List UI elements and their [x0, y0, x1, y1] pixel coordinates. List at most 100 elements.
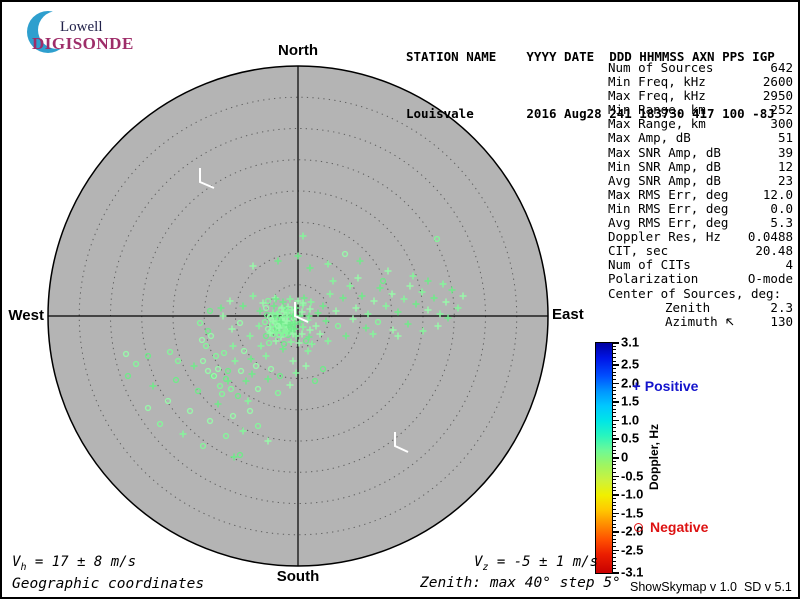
colorbar-major-tick	[613, 572, 619, 574]
source-point-negative	[274, 389, 282, 397]
colorbar-minor-tick	[613, 508, 616, 510]
colorbar-minor-tick	[613, 375, 616, 377]
source-point-negative	[246, 407, 254, 415]
colorbar-minor-tick	[613, 497, 616, 499]
source-point-positive	[370, 297, 378, 305]
source-point-negative	[220, 349, 228, 357]
colorbar-major-tick	[613, 342, 619, 344]
source-point-positive	[294, 297, 302, 305]
source-point-negative	[266, 313, 274, 321]
source-point-positive	[214, 400, 222, 408]
source-point-positive	[306, 264, 314, 272]
source-point-positive	[290, 325, 298, 333]
source-point-positive	[358, 292, 366, 300]
source-point-negative	[210, 372, 218, 380]
colorbar-tick-label: -3.1	[621, 564, 644, 580]
source-point-positive	[388, 290, 396, 298]
source-point-negative	[433, 235, 441, 243]
source-point-positive	[289, 357, 297, 365]
source-point-positive	[259, 299, 267, 307]
source-point-positive	[274, 257, 282, 265]
source-point-positive	[384, 267, 392, 275]
source-point-negative	[374, 318, 382, 326]
source-point-positive	[322, 317, 330, 325]
stat-min-rms: Min RMS Err, deg 0.0	[608, 200, 793, 216]
east-label: East	[552, 306, 584, 323]
source-point-positive	[282, 313, 290, 321]
stat-max-freq: Max Freq, kHz 2950	[608, 88, 793, 104]
azimuth-arrow-icon	[726, 318, 734, 326]
source-point-positive	[299, 232, 307, 240]
colorbar-minor-tick	[613, 445, 616, 447]
source-point-negative	[236, 451, 244, 459]
source-point-positive	[284, 321, 292, 329]
colorbar-minor-tick	[613, 460, 616, 462]
horizontal-velocity-label: Vh = 17 ± 8 m/s	[12, 554, 137, 573]
source-point-positive	[439, 280, 447, 288]
source-point-positive	[332, 307, 340, 315]
source-point-positive	[409, 272, 417, 280]
legend-positive-label: Positive	[644, 378, 699, 394]
source-point-positive	[290, 319, 298, 327]
colorbar-tick-label: 1.0	[621, 412, 640, 428]
source-point-negative	[206, 417, 214, 425]
source-point-positive	[295, 339, 303, 347]
source-point-negative	[265, 339, 273, 347]
colorbar-minor-tick	[613, 534, 616, 536]
source-point-positive	[316, 330, 324, 338]
colorbar-major-tick	[613, 401, 619, 403]
stat-min-freq: Min Freq, kHz 2600	[608, 74, 793, 90]
colorbar-minor-tick	[613, 553, 616, 555]
colorbar-minor-tick	[613, 560, 616, 562]
colorbar-minor-tick	[613, 546, 616, 548]
source-point-positive	[436, 310, 444, 318]
source-point-positive	[279, 345, 287, 353]
source-point-negative	[275, 331, 283, 339]
source-point-negative	[261, 318, 269, 326]
colorbar-minor-tick	[613, 427, 616, 429]
source-point-positive	[289, 330, 297, 338]
source-point-positive	[264, 437, 272, 445]
colorbar-minor-tick	[613, 501, 616, 503]
vertical-velocity-label: Vz = -5 ± 1 m/s	[474, 554, 599, 573]
source-point-positive	[362, 324, 370, 332]
source-point-negative	[302, 337, 310, 345]
source-point-positive	[256, 307, 264, 315]
colorbar-minor-tick	[613, 371, 616, 373]
legend-negative: Negative	[634, 519, 708, 535]
source-points	[122, 232, 467, 461]
colorbar-minor-tick	[613, 412, 616, 414]
source-point-positive	[149, 382, 157, 390]
coordinates-note: Geographic coordinates	[12, 576, 205, 592]
source-point-negative	[216, 382, 224, 390]
source-point-positive	[324, 337, 332, 345]
source-point-positive	[299, 299, 307, 307]
colorbar-minor-tick	[613, 464, 616, 466]
source-point-positive	[279, 298, 287, 306]
source-point-negative	[319, 365, 327, 373]
source-point-positive	[382, 302, 390, 310]
source-point-positive	[292, 369, 300, 377]
source-point-positive	[308, 340, 316, 348]
source-point-positive	[224, 377, 232, 385]
source-point-positive	[249, 292, 257, 300]
source-point-negative	[194, 387, 202, 395]
source-point-negative	[198, 336, 206, 344]
source-point-positive	[231, 357, 239, 365]
colorbar-major-tick	[613, 494, 619, 496]
source-point-negative	[207, 332, 215, 340]
colorbar-minor-tick	[613, 393, 616, 395]
source-point-positive	[246, 332, 254, 340]
colorbar-tick-label: 2.0	[621, 375, 640, 391]
colorbar-tick-label: 0.5	[621, 430, 640, 446]
source-point-negative	[144, 404, 152, 412]
source-point-negative	[274, 322, 282, 330]
colorbar-minor-tick	[613, 568, 616, 570]
source-point-negative	[267, 365, 275, 373]
colorbar-major-tick	[613, 457, 619, 459]
stat-zenith: Zenith 2.3	[665, 299, 793, 315]
source-point-positive	[394, 308, 402, 316]
colorbar-minor-tick	[613, 520, 616, 522]
stat-avg-snr: Avg SNR Amp, dB 23	[608, 172, 793, 188]
